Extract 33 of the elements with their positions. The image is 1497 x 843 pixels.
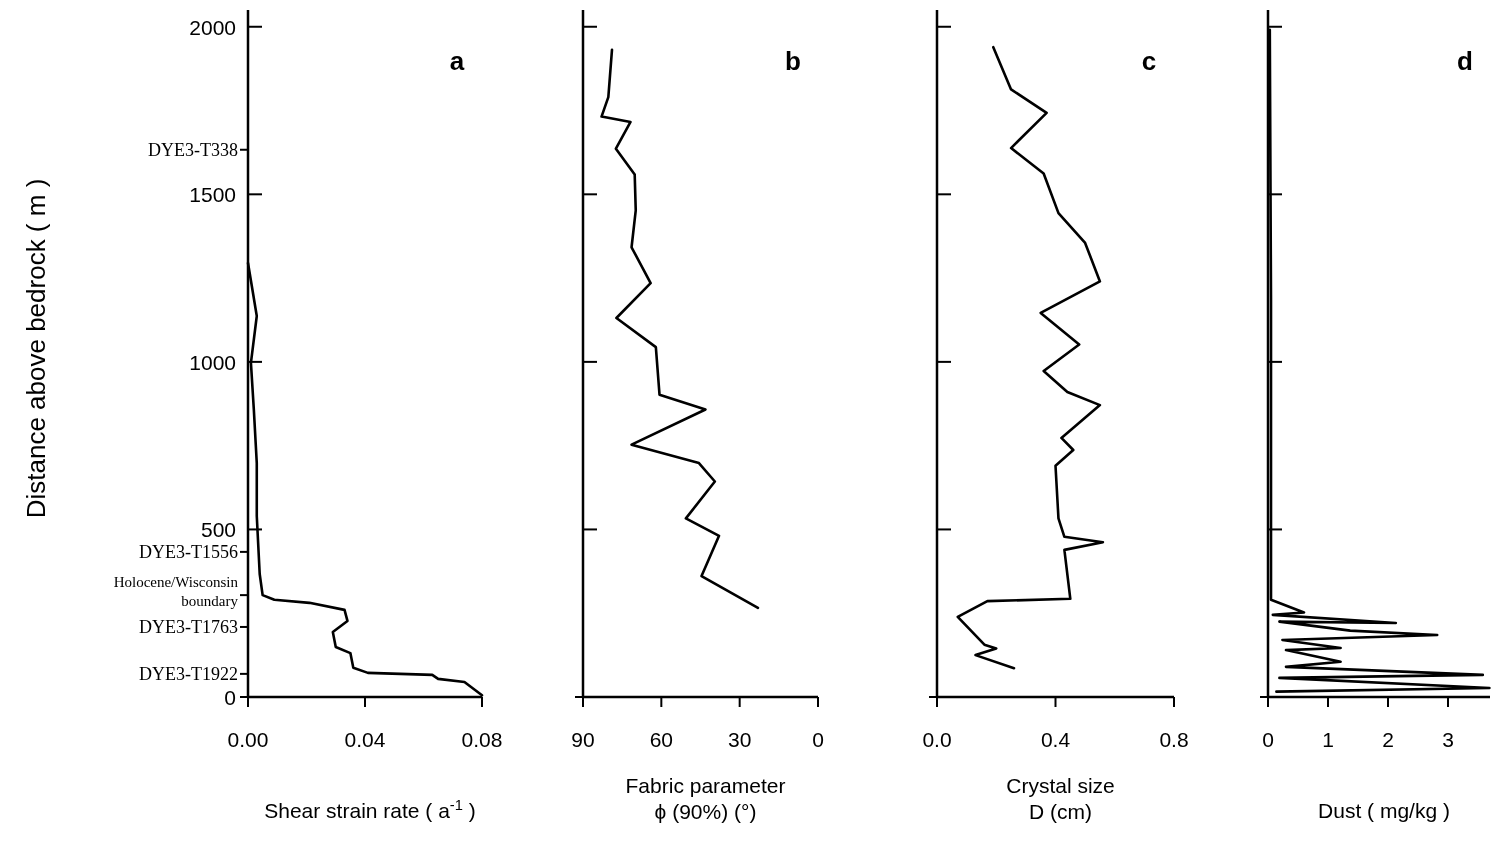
text: d [1457, 46, 1473, 76]
x-tick-label: 0.4 [1040, 728, 1071, 751]
y-tick-label: 0 [224, 686, 236, 709]
x-tick-label: 3 [1442, 728, 1454, 751]
y-tick-label: 500 [200, 518, 236, 542]
x-tick-label: 0 [812, 728, 824, 751]
y-tick-label: DYE3-T1556 [139, 541, 238, 562]
y-tick-label: 1500 [189, 183, 236, 207]
x-axis-title: Fabric parameter ϕ (90%) (°) [625, 774, 786, 824]
y-tick-label: DYE3-T338 [148, 139, 238, 160]
x-tick-label: 90 [571, 728, 595, 751]
x-tick-label: 0.04 [344, 728, 386, 751]
x-axis-title: Shear strain rate ( a$^{-1}$ ) [264, 797, 476, 822]
x-tick-label: 2 [1382, 728, 1394, 751]
text: c [1141, 46, 1157, 76]
y-tick-label: 2000 [189, 15, 236, 39]
x-tick-label: 0 [1262, 728, 1274, 751]
x-tick-label: 0.0 [922, 728, 952, 751]
y-axis-title: Distance above bedrock ( m ) [21, 178, 51, 519]
y-tick-label: 1000 [189, 350, 236, 374]
text: a [449, 46, 465, 76]
x-tick-label: 60 [649, 728, 674, 751]
x-axis-title: Dust ( mg/kg ) [1318, 799, 1450, 822]
x-axis-title: Crystal size D (cm) [1006, 774, 1115, 824]
y-tick-label: Holocene/Wisconsin boundary [113, 574, 239, 609]
x-tick-label: 0.08 [461, 728, 503, 751]
x-tick-label: 0.00 [227, 728, 269, 751]
x-tick-label: 1 [1322, 728, 1334, 751]
y-tick-label: DYE3-T1763 [139, 616, 238, 637]
x-tick-label: 0.8 [1159, 728, 1189, 751]
y-tick-label: DYE3-T1922 [139, 663, 238, 684]
x-tick-label: 30 [727, 728, 752, 751]
text: b [785, 46, 801, 76]
